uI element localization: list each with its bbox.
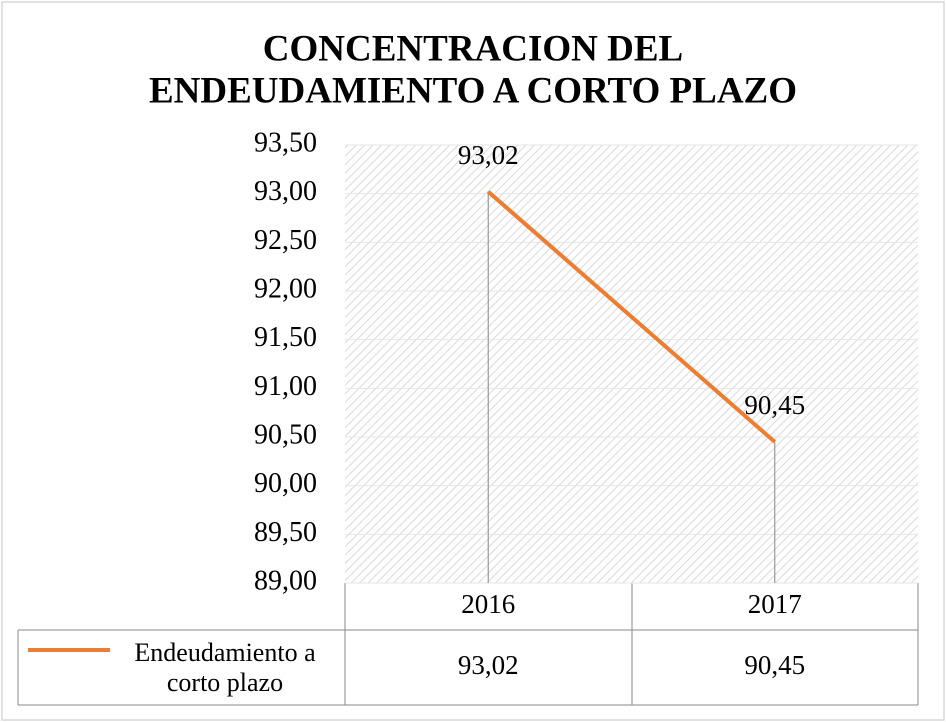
y-tick-label: 93,50 — [254, 127, 317, 158]
table-value: 93,02 — [458, 650, 519, 680]
y-tick-label: 93,00 — [254, 176, 317, 207]
legend-label: Endeudamiento a corto plazo — [134, 638, 316, 697]
y-tick-label: 90,00 — [254, 468, 317, 499]
y-tick-label: 90,50 — [254, 419, 317, 450]
series-line — [486, 190, 777, 444]
table-value: 90,45 — [744, 650, 805, 680]
y-tick-label: 89,50 — [254, 517, 317, 548]
data-label: 93,02 — [458, 140, 519, 170]
chart-title: ENDEUDAMIENTO A CORTO PLAZO — [149, 70, 797, 111]
y-tick-label: 92,00 — [254, 273, 317, 304]
y-tick-label: 92,50 — [254, 225, 317, 256]
x-tick-label: 2016 — [461, 589, 515, 619]
y-tick-label: 89,00 — [254, 565, 317, 596]
data-label: 90,45 — [744, 390, 805, 420]
y-tick-label: 91,00 — [254, 371, 317, 402]
plot-area — [345, 145, 918, 583]
x-tick-label: 2017 — [748, 589, 802, 619]
y-tick-label: 91,50 — [254, 322, 317, 353]
chart-title: CONCENTRACION DEL — [263, 28, 683, 69]
